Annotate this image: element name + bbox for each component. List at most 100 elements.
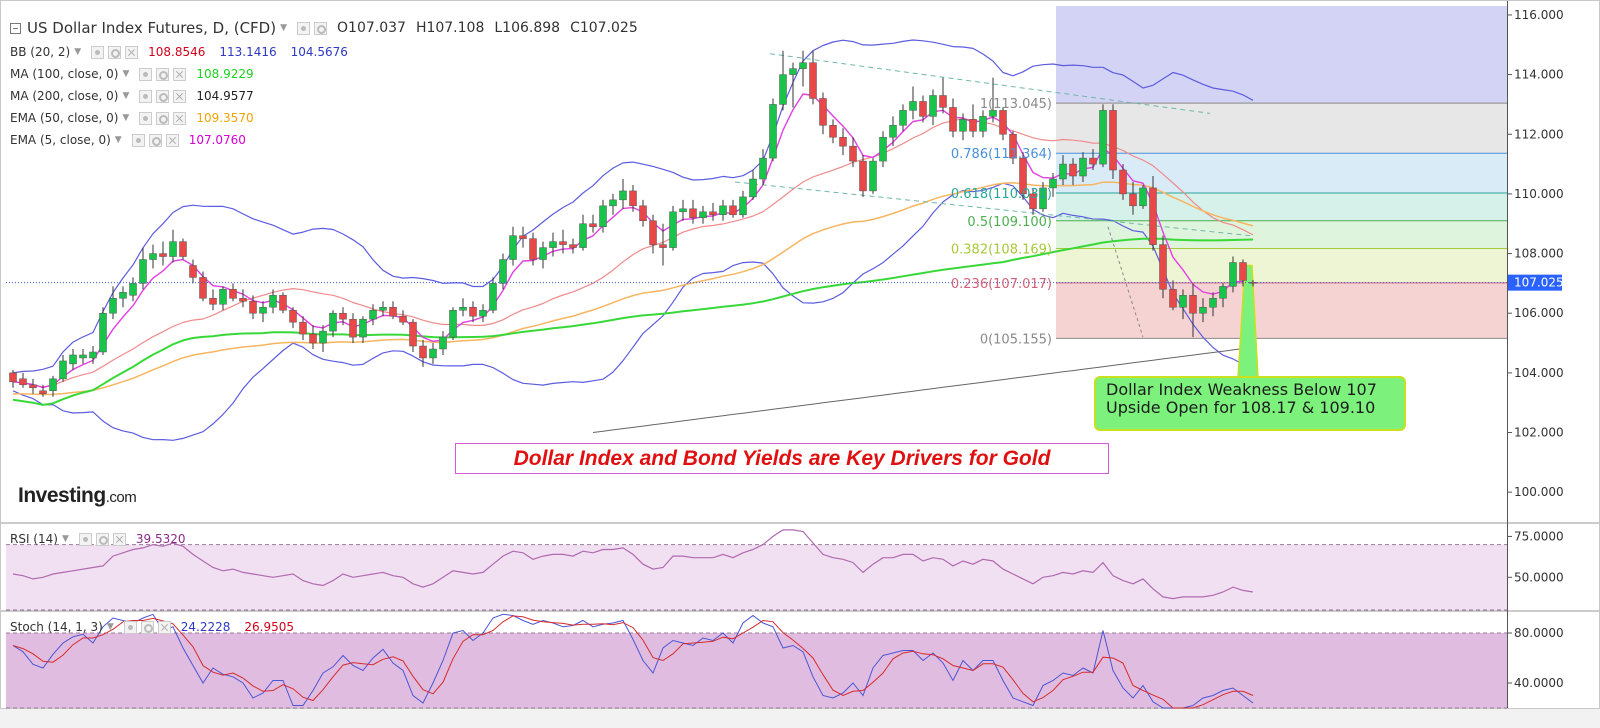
close-icon[interactable] xyxy=(157,620,171,634)
candle-body xyxy=(119,292,127,299)
candle-body xyxy=(1159,244,1167,290)
y-tick-label: 102.000 xyxy=(1514,426,1564,440)
ma200-line xyxy=(592,346,1254,433)
eye-icon[interactable] xyxy=(131,133,145,147)
candle-body xyxy=(569,244,577,248)
chevron-down-icon[interactable]: ▼ xyxy=(114,135,122,145)
close-icon[interactable] xyxy=(173,111,187,125)
logo-suffix: .com xyxy=(105,489,137,506)
close-icon[interactable] xyxy=(173,89,187,103)
indicator-row: EMA (5, close, 0) ▼ 107.0760 xyxy=(10,129,648,151)
rsi-name[interactable]: RSI (14) xyxy=(10,532,58,546)
indicator-name[interactable]: EMA (5, close, 0) xyxy=(10,133,111,147)
eye-icon[interactable] xyxy=(139,111,153,125)
indicator-name[interactable]: MA (100, close, 0) xyxy=(10,67,119,81)
chevron-down-icon[interactable]: ▼ xyxy=(122,91,130,101)
gear-icon[interactable] xyxy=(314,21,328,35)
close-icon[interactable] xyxy=(173,67,187,81)
indicator-value: 108.9229 xyxy=(196,67,254,81)
candle-body xyxy=(1219,286,1227,299)
candle xyxy=(419,340,427,367)
chevron-down-icon[interactable]: ▼ xyxy=(106,622,114,632)
indicator-name[interactable]: MA (200, close, 0) xyxy=(10,89,119,103)
chevron-down-icon[interactable]: ▼ xyxy=(122,113,130,123)
fib-zone xyxy=(1056,248,1507,283)
stoch-tick-label: 80.0000 xyxy=(1514,626,1564,640)
candle xyxy=(99,307,107,355)
eye-icon[interactable] xyxy=(123,620,137,634)
candle xyxy=(59,354,67,382)
ema50-line xyxy=(12,181,1254,396)
candle-body xyxy=(809,62,817,99)
candle xyxy=(89,346,97,364)
candle xyxy=(319,325,327,352)
stoch-name[interactable]: Stoch (14, 1, 3) xyxy=(10,620,103,634)
indicator-name[interactable]: EMA (50, close, 0) xyxy=(10,111,119,125)
headline-annotation: Dollar Index and Bond Yields are Key Dri… xyxy=(455,443,1109,474)
candle-body xyxy=(879,136,887,162)
candle-body xyxy=(829,125,837,138)
candle xyxy=(629,184,637,212)
chevron-down-icon[interactable]: ▼ xyxy=(280,23,288,33)
low-value: L106.898 xyxy=(494,20,561,36)
indicator-value: 108.8546 xyxy=(148,45,206,59)
candle xyxy=(889,116,897,147)
candle-body xyxy=(169,241,177,257)
collapse-icon[interactable] xyxy=(10,22,21,34)
rsi-band xyxy=(6,544,1507,610)
candle xyxy=(769,98,777,162)
candle-body xyxy=(1179,295,1187,308)
candle-body xyxy=(549,241,557,248)
candle xyxy=(989,77,997,123)
candle xyxy=(129,277,137,302)
fib-zone xyxy=(1056,220,1507,249)
candle-body xyxy=(209,298,217,305)
candle-body xyxy=(469,306,477,317)
candle-body xyxy=(749,178,757,198)
eye-icon[interactable] xyxy=(139,89,153,103)
symbol-title[interactable]: US Dollar Index Futures, D, (CFD) xyxy=(27,19,277,37)
candle-body xyxy=(359,318,367,338)
fib-zone xyxy=(1056,103,1507,154)
gear-icon[interactable] xyxy=(156,111,170,125)
candle-body xyxy=(499,259,507,284)
eye-icon[interactable] xyxy=(297,21,311,35)
gear-icon[interactable] xyxy=(148,133,162,147)
candle-body xyxy=(629,190,637,207)
gear-icon[interactable] xyxy=(95,532,109,546)
gear-icon[interactable] xyxy=(108,45,122,59)
candle xyxy=(1139,184,1147,209)
chevron-down-icon[interactable]: ▼ xyxy=(61,534,69,544)
candle xyxy=(1029,187,1037,215)
close-icon[interactable] xyxy=(165,133,179,147)
ma100-line xyxy=(12,237,1254,406)
eye-icon[interactable] xyxy=(91,45,105,59)
candle-body xyxy=(779,74,787,105)
gear-icon[interactable] xyxy=(156,89,170,103)
eye-icon[interactable] xyxy=(139,67,153,81)
gear-icon[interactable] xyxy=(156,67,170,81)
candle-body xyxy=(349,318,357,338)
candle-body xyxy=(1209,298,1217,308)
candle-body xyxy=(319,330,327,344)
close-icon[interactable] xyxy=(125,45,139,59)
gear-icon[interactable] xyxy=(140,620,154,634)
candle-body xyxy=(789,68,797,75)
fib-zone xyxy=(1056,192,1507,221)
chevron-down-icon[interactable]: ▼ xyxy=(122,69,130,79)
candle-body xyxy=(299,321,307,335)
chevron-down-icon[interactable]: ▼ xyxy=(74,47,82,57)
candle-body xyxy=(1089,157,1097,165)
indicator-name[interactable]: BB (20, 2) xyxy=(10,45,71,59)
close-icon[interactable] xyxy=(112,532,126,546)
candle-body xyxy=(729,205,737,216)
y-tick-label: 108.000 xyxy=(1514,247,1564,261)
candle xyxy=(759,149,767,185)
candle-body xyxy=(799,62,807,69)
eye-icon[interactable] xyxy=(78,532,92,546)
candle xyxy=(1119,164,1127,200)
open-value: O107.037 xyxy=(337,20,406,36)
candle xyxy=(1019,152,1027,200)
candle xyxy=(289,307,297,329)
